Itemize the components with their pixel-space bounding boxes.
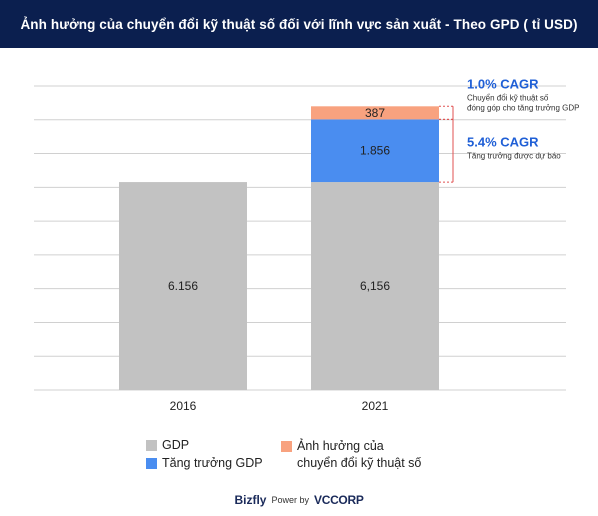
x-tick-label: 2021 <box>362 399 389 413</box>
bar-segment <box>311 182 439 390</box>
annotation-title: 5.4% CAGR <box>467 135 539 150</box>
annotation-text: Chuyển đổi kỹ thuật số <box>467 93 549 102</box>
x-tick-label: 2016 <box>170 399 197 413</box>
power-by-text: Power by <box>271 495 309 505</box>
annotation-text: đóng góp cho tăng trưởng GDP <box>467 103 579 112</box>
legend-swatch-growth <box>146 458 157 469</box>
stacked-bar-chart: 6.156 2016 6,156 1.856 387 2021 1.0% CAGR Chuyể… <box>34 76 579 413</box>
bar-value-label: 6.156 <box>168 279 198 293</box>
footer-branding: Bizfly Power by VCCORP <box>0 490 598 510</box>
vccorp-logo: VCCORP <box>314 493 364 507</box>
bar-value-label: 1.856 <box>360 144 390 158</box>
legend-label-growth: Tăng trưởng GDP <box>162 456 263 470</box>
annotation-text: Tăng trưởng được dự báo <box>467 152 561 161</box>
legend-swatch-digital <box>281 441 292 452</box>
legend-label-gdp: GDP <box>162 438 190 452</box>
bar-segment <box>311 106 439 120</box>
bizfly-logo: Bizfly <box>234 493 267 507</box>
legend-swatch-gdp <box>146 440 157 451</box>
bar-segment <box>311 119 439 183</box>
chart-title: Ảnh hưởng của chuyển đổi kỹ thuật số đối… <box>20 16 578 32</box>
bar-value-label: 6,156 <box>360 279 390 293</box>
legend-label-digital-line1: Ảnh hưởng của <box>297 439 384 453</box>
bar-value-label: 387 <box>365 106 385 120</box>
bar-segment <box>119 182 247 390</box>
legend-label-digital-line2: chuyển đổi kỹ thuật số <box>297 456 422 470</box>
chart-title-banner: Ảnh hưởng của chuyển đổi kỹ thuật số đối… <box>0 0 598 48</box>
annotation-title: 1.0% CAGR <box>467 76 539 91</box>
